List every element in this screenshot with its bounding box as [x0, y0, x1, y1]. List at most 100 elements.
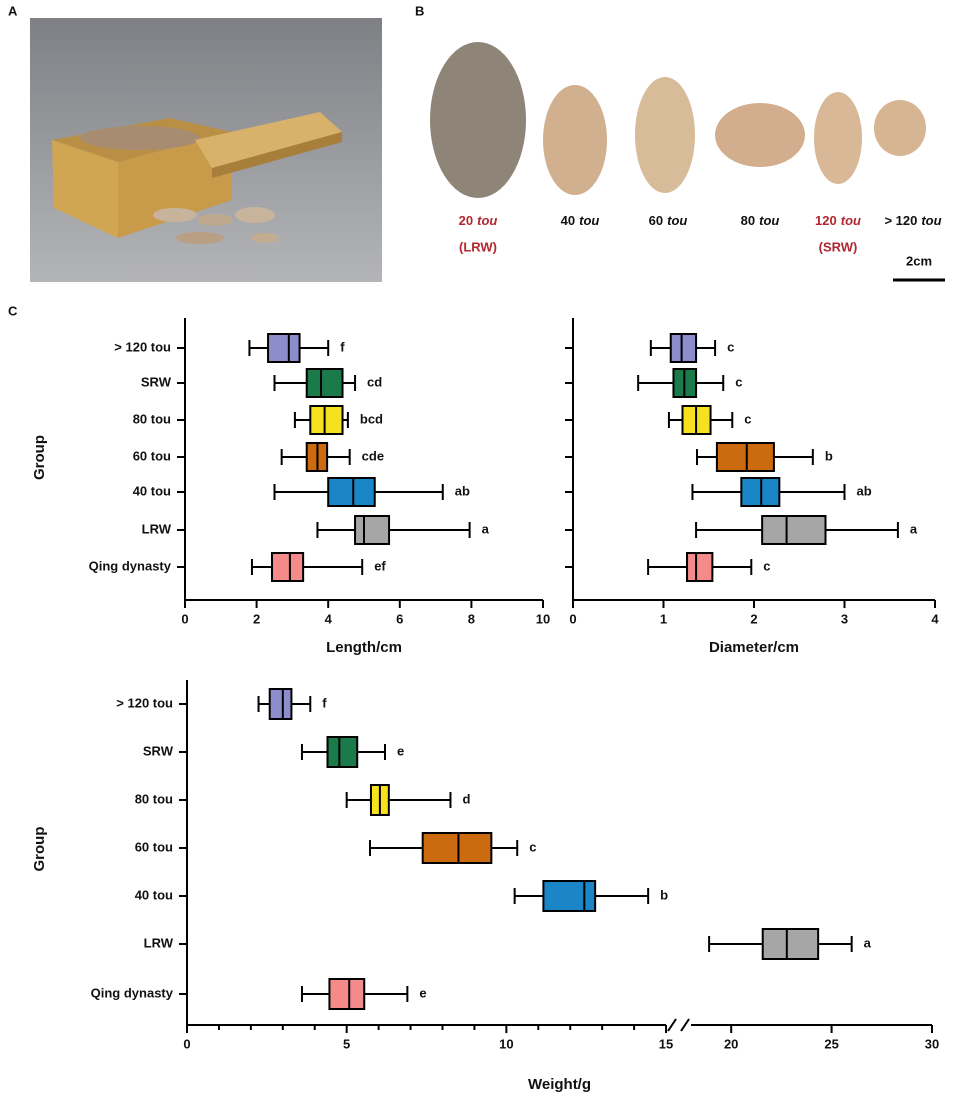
- root-label: 60 tou: [649, 213, 688, 228]
- y-tick-label: > 120 tou: [116, 695, 173, 710]
- box: [326, 736, 359, 768]
- significance-letter: ab: [455, 483, 470, 498]
- significance-letter: e: [397, 743, 404, 758]
- root-unit: tou: [841, 213, 861, 228]
- box: [305, 368, 344, 398]
- x-tick-label: 8: [468, 611, 475, 626]
- significance-letter: a: [864, 935, 872, 950]
- box: [327, 477, 376, 507]
- x-tick-label: 30: [925, 1036, 939, 1051]
- box: [761, 515, 827, 545]
- significance-letter: c: [727, 339, 734, 354]
- box: [686, 552, 714, 582]
- box: [715, 442, 775, 472]
- root-label: 20 tou: [459, 213, 498, 228]
- x-tick-label: 4: [931, 611, 939, 626]
- root-unit: tou: [579, 213, 599, 228]
- y-axis-title: Group: [31, 435, 48, 480]
- x-tick-label: 25: [824, 1036, 838, 1051]
- box: [309, 405, 344, 435]
- y-tick-label: 60 tou: [135, 839, 173, 854]
- box: [267, 333, 301, 363]
- panel-label: C: [8, 303, 18, 318]
- significance-letter: c: [744, 411, 751, 426]
- y-tick-label: 80 tou: [133, 411, 171, 426]
- x-tick-label: 2: [750, 611, 757, 626]
- root-unit: tou: [477, 213, 497, 228]
- y-tick-label: > 120 tou: [114, 339, 171, 354]
- root-unit: tou: [759, 213, 779, 228]
- y-tick-label: 40 tou: [133, 483, 171, 498]
- root-unit: tou: [921, 213, 941, 228]
- significance-letter: ef: [374, 558, 386, 573]
- significance-letter: c: [735, 374, 742, 389]
- box: [268, 688, 293, 720]
- y-tick-label: 40 tou: [135, 887, 173, 902]
- box: [669, 333, 698, 363]
- x-axis-title: Length/cm: [326, 639, 402, 656]
- y-tick-label: 80 tou: [135, 791, 173, 806]
- x-tick-label: 20: [724, 1036, 738, 1051]
- x-tick-label: 6: [396, 611, 403, 626]
- x-tick-label: 5: [343, 1036, 350, 1051]
- scale-label: 2cm: [906, 253, 932, 268]
- root-label: 120 tou: [815, 213, 861, 228]
- box: [542, 880, 597, 912]
- axis-break: [667, 1018, 677, 1032]
- box: [761, 928, 820, 960]
- significance-letter: ab: [857, 483, 872, 498]
- significance-letter: a: [482, 521, 490, 536]
- panel-label: A: [8, 3, 18, 18]
- significance-letter: e: [419, 985, 426, 1000]
- axis-break: [680, 1018, 690, 1032]
- root-number: 80: [741, 213, 755, 228]
- significance-letter: f: [340, 339, 345, 354]
- x-tick-label: 2: [253, 611, 260, 626]
- photo-b: [430, 42, 926, 198]
- x-tick-label: 15: [659, 1036, 673, 1051]
- x-axis-title: Weight/g: [528, 1076, 591, 1093]
- significance-letter: a: [910, 521, 918, 536]
- significance-letter: c: [529, 839, 536, 854]
- panel-label: B: [415, 3, 424, 18]
- root-number: 120: [815, 213, 837, 228]
- x-axis-title: Diameter/cm: [709, 639, 799, 656]
- y-tick-label: 60 tou: [133, 448, 171, 463]
- box: [270, 552, 305, 582]
- x-tick-label: 10: [536, 611, 550, 626]
- root-group: (SRW): [819, 239, 858, 254]
- significance-letter: cd: [367, 374, 382, 389]
- y-tick-label: Qing dynasty: [91, 985, 174, 1000]
- root-number: 40: [561, 213, 575, 228]
- y-tick-label: LRW: [144, 935, 174, 950]
- significance-letter: b: [660, 887, 668, 902]
- root-label: 40 tou: [561, 213, 600, 228]
- root-label: > 120 tou: [884, 213, 941, 228]
- box: [421, 832, 493, 864]
- x-tick-label: 0: [183, 1036, 190, 1051]
- x-tick-label: 4: [325, 611, 333, 626]
- significance-letter: d: [462, 791, 470, 806]
- root-group: (LRW): [459, 239, 497, 254]
- significance-letter: f: [322, 695, 327, 710]
- root-label: 80 tou: [741, 213, 780, 228]
- y-tick-label: SRW: [141, 374, 172, 389]
- box: [354, 515, 391, 545]
- x-tick-label: 3: [841, 611, 848, 626]
- box: [328, 978, 366, 1010]
- root-number: > 120: [884, 213, 917, 228]
- significance-letter: b: [825, 448, 833, 463]
- y-tick-label: SRW: [143, 743, 174, 758]
- x-tick-label: 0: [569, 611, 576, 626]
- x-tick-label: 10: [499, 1036, 513, 1051]
- x-tick-label: 1: [660, 611, 667, 626]
- y-axis-title: Group: [31, 827, 48, 872]
- root-number: 60: [649, 213, 663, 228]
- root-unit: tou: [667, 213, 687, 228]
- significance-letter: cde: [362, 448, 384, 463]
- significance-letter: c: [763, 558, 770, 573]
- y-tick-label: Qing dynasty: [89, 558, 172, 573]
- x-tick-label: 0: [181, 611, 188, 626]
